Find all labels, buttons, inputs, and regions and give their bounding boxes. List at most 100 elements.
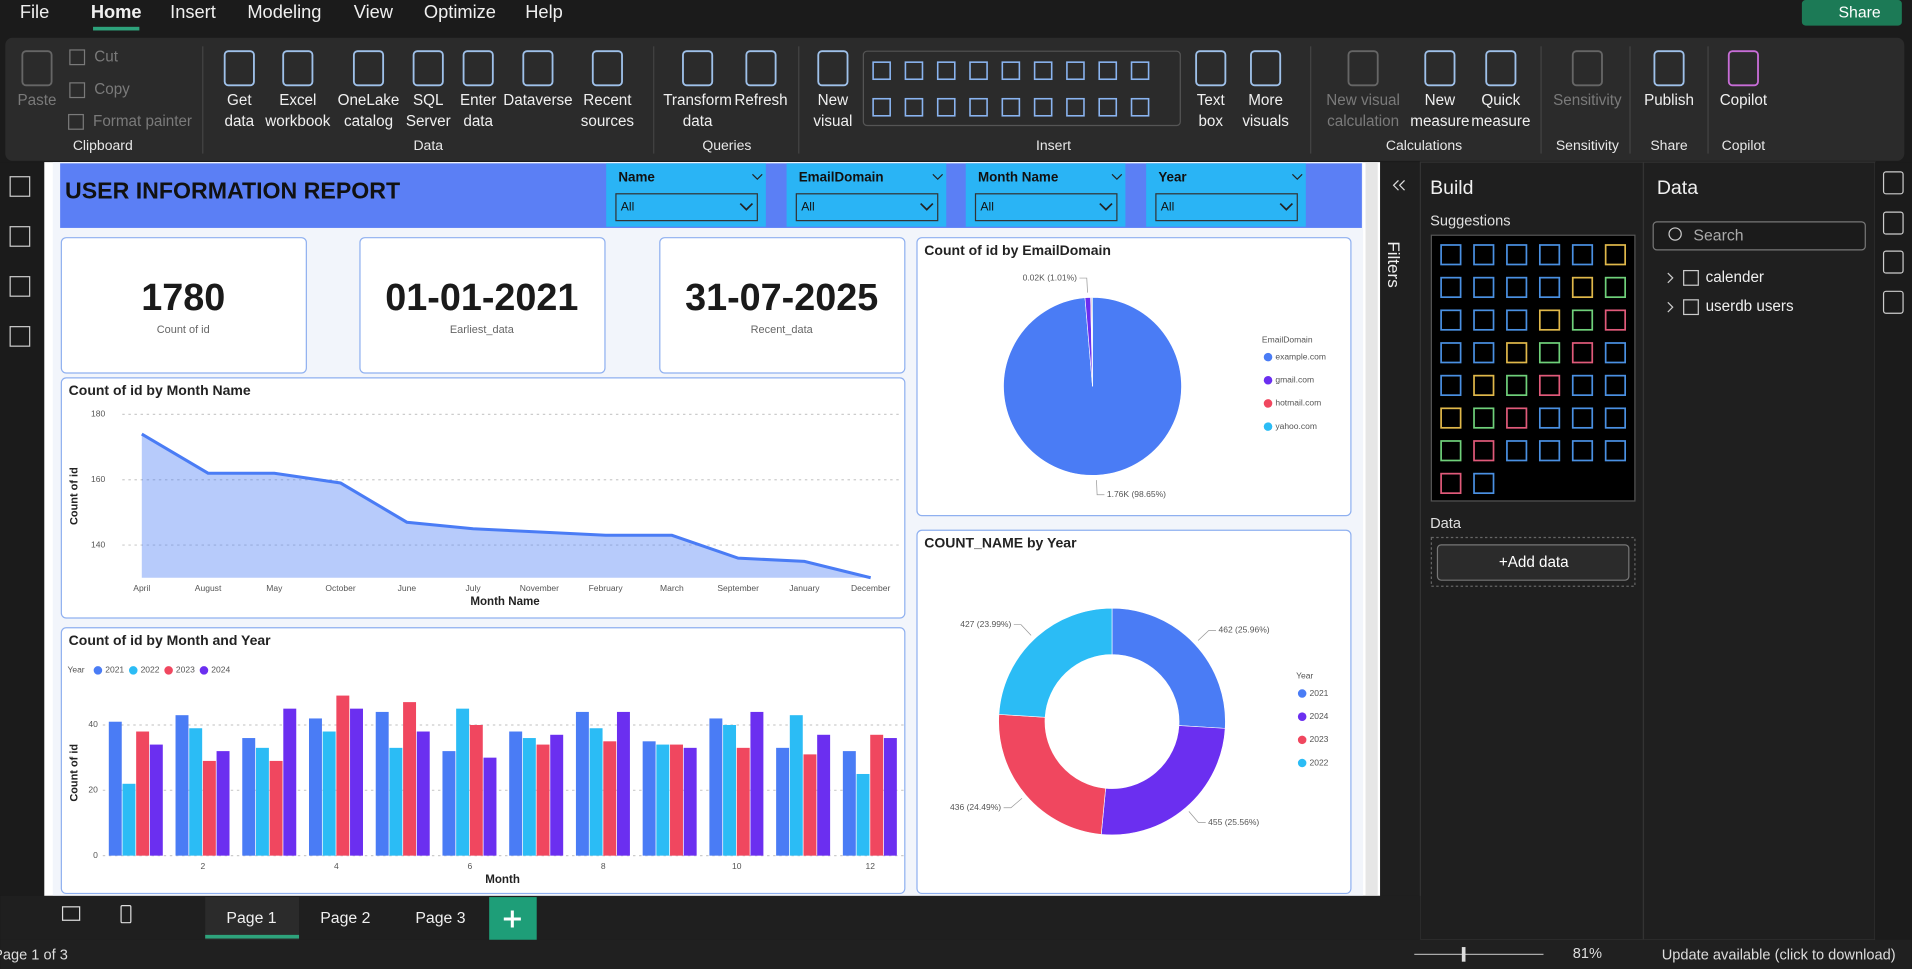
menu-tab[interactable]: Help bbox=[525, 1, 563, 22]
gallery-icon[interactable] bbox=[1130, 61, 1150, 81]
ribbon-button-label[interactable]: data bbox=[683, 113, 713, 130]
page-tab[interactable]: Page 2 bbox=[320, 910, 370, 927]
visual-type-icon[interactable] bbox=[1604, 244, 1627, 266]
ribbon-button-label[interactable]: Cut bbox=[94, 48, 118, 65]
search-box[interactable] bbox=[1652, 221, 1866, 251]
ribbon-button-label[interactable]: Transform bbox=[663, 92, 732, 109]
ribbon-button-label[interactable]: Copilot bbox=[1720, 92, 1768, 109]
visual-type-icon[interactable] bbox=[1506, 374, 1528, 397]
slicer-dropdown[interactable] bbox=[1155, 193, 1298, 222]
visual-type-icon[interactable] bbox=[1506, 407, 1528, 429]
visual-type-icon[interactable] bbox=[1506, 309, 1528, 331]
ribbon-button-label[interactable]: Paste bbox=[18, 92, 57, 109]
gallery-icon[interactable] bbox=[936, 61, 956, 81]
gallery-icon[interactable] bbox=[1098, 61, 1118, 81]
ribbon-button-label[interactable]: OneLake bbox=[338, 92, 400, 109]
visual-type-icon[interactable] bbox=[1538, 342, 1561, 364]
visual-type-icon[interactable] bbox=[1473, 374, 1495, 397]
ribbon-button-label[interactable]: Format painter bbox=[93, 113, 192, 130]
menu-tab[interactable]: Home bbox=[91, 1, 142, 22]
visual-type-icon[interactable] bbox=[1506, 276, 1528, 299]
zoom-thumb[interactable] bbox=[1461, 947, 1466, 962]
visual-type-icon[interactable] bbox=[1604, 440, 1627, 462]
view-icon[interactable] bbox=[9, 326, 31, 347]
visual-type-icon[interactable] bbox=[1604, 342, 1627, 364]
visual-type-icon[interactable] bbox=[1571, 407, 1594, 429]
gallery-icon[interactable] bbox=[1066, 61, 1085, 81]
gallery-icon[interactable] bbox=[969, 97, 988, 117]
slicer-dropdown[interactable] bbox=[615, 193, 758, 222]
view-icon[interactable] bbox=[9, 226, 31, 247]
visual-type-icon[interactable] bbox=[1440, 276, 1462, 299]
visual-type-icon[interactable] bbox=[1440, 472, 1462, 495]
page-tab[interactable]: Page 1 bbox=[226, 910, 276, 927]
ribbon-button-label[interactable]: Refresh bbox=[734, 92, 787, 109]
visual-type-icon[interactable] bbox=[1440, 309, 1462, 331]
visual-type-icon[interactable] bbox=[1604, 309, 1627, 331]
rail-icon[interactable] bbox=[1882, 211, 1904, 235]
ribbon-button-label[interactable]: Copy bbox=[94, 81, 130, 98]
rail-icon[interactable] bbox=[1882, 290, 1904, 314]
search-placeholder[interactable]: Search bbox=[1693, 228, 1743, 245]
visual-type-icon[interactable] bbox=[1571, 440, 1594, 462]
visual-type-icon[interactable] bbox=[1440, 244, 1462, 266]
visual-type-icon[interactable] bbox=[1473, 244, 1495, 266]
visual-type-icon[interactable] bbox=[1571, 276, 1594, 299]
ribbon-button-label[interactable]: Dataverse bbox=[503, 92, 572, 109]
slicer-value[interactable]: All bbox=[1161, 199, 1175, 213]
ribbon-button-label[interactable]: Publish bbox=[1644, 92, 1694, 109]
ribbon-button-label[interactable]: SQL bbox=[413, 92, 443, 109]
gallery-icon[interactable] bbox=[1001, 97, 1021, 117]
ribbon-button-label[interactable]: Enter bbox=[460, 92, 496, 109]
status-update[interactable]: Update available (click to download) bbox=[1662, 947, 1896, 963]
ribbon-button-label[interactable]: box bbox=[1198, 113, 1223, 130]
visual-type-icon[interactable] bbox=[1571, 309, 1594, 331]
visual-type-icon[interactable] bbox=[1506, 440, 1528, 462]
ribbon-button-label[interactable]: Sensitivity bbox=[1553, 92, 1622, 109]
ribbon-button-label[interactable]: Recent bbox=[583, 92, 632, 109]
ribbon-button-label[interactable]: More bbox=[1248, 92, 1283, 109]
visual-type-icon[interactable] bbox=[1538, 407, 1561, 429]
visual-type-icon[interactable] bbox=[1571, 342, 1594, 364]
visual-type-icon[interactable] bbox=[1473, 440, 1495, 462]
ribbon-button-label[interactable]: sources bbox=[581, 113, 635, 130]
gallery-icon[interactable] bbox=[904, 61, 924, 81]
ribbon-button-label[interactable]: New bbox=[818, 92, 849, 109]
mobile-view-icon[interactable] bbox=[120, 905, 132, 924]
visual-type-icon[interactable] bbox=[1538, 309, 1561, 331]
gallery-icon[interactable] bbox=[969, 61, 988, 81]
visual-type-icon[interactable] bbox=[1538, 440, 1561, 462]
ribbon-button-label[interactable]: Excel bbox=[279, 92, 316, 109]
ribbon-button-label[interactable]: Text bbox=[1197, 92, 1226, 109]
visual-type-icon[interactable] bbox=[1538, 276, 1561, 299]
ribbon-button-label[interactable]: data bbox=[463, 113, 493, 130]
gallery-icon[interactable] bbox=[872, 97, 891, 117]
visual-type-icon[interactable] bbox=[1473, 342, 1495, 364]
gallery-icon[interactable] bbox=[936, 97, 956, 117]
expand-chevron[interactable] bbox=[1667, 272, 1674, 284]
ribbon-button-label[interactable]: New bbox=[1425, 92, 1456, 109]
view-icon[interactable] bbox=[9, 276, 31, 297]
slicer-dropdown[interactable] bbox=[795, 193, 939, 222]
menu-tab[interactable]: View bbox=[354, 1, 394, 22]
slicer-value[interactable]: All bbox=[801, 199, 815, 213]
gallery-icon[interactable] bbox=[1033, 61, 1053, 81]
ribbon-button-label[interactable]: visual bbox=[813, 113, 852, 130]
menu-tab[interactable]: Modeling bbox=[247, 1, 321, 22]
visual-type-icon[interactable] bbox=[1604, 374, 1627, 397]
gallery-icon[interactable] bbox=[1130, 97, 1150, 117]
visual-type-icon[interactable] bbox=[1440, 342, 1462, 364]
visual-type-icon[interactable] bbox=[1571, 374, 1594, 397]
add-data-label[interactable]: +Add data bbox=[1499, 554, 1569, 571]
share-button[interactable] bbox=[1801, 0, 1902, 26]
page-tab[interactable]: Page 3 bbox=[415, 910, 465, 927]
slicer-value[interactable]: All bbox=[621, 199, 635, 213]
collapse-icon[interactable] bbox=[1392, 179, 1405, 191]
visual-type-icon[interactable] bbox=[1506, 244, 1528, 266]
visual-type-icon[interactable] bbox=[1473, 309, 1495, 331]
table-name[interactable]: userdb users bbox=[1706, 298, 1794, 315]
ribbon-button-label[interactable]: catalog bbox=[344, 113, 393, 130]
ribbon-button-label[interactable]: workbook bbox=[264, 113, 331, 130]
add-data-button[interactable] bbox=[1436, 544, 1630, 581]
slicer-dropdown[interactable] bbox=[974, 193, 1118, 222]
